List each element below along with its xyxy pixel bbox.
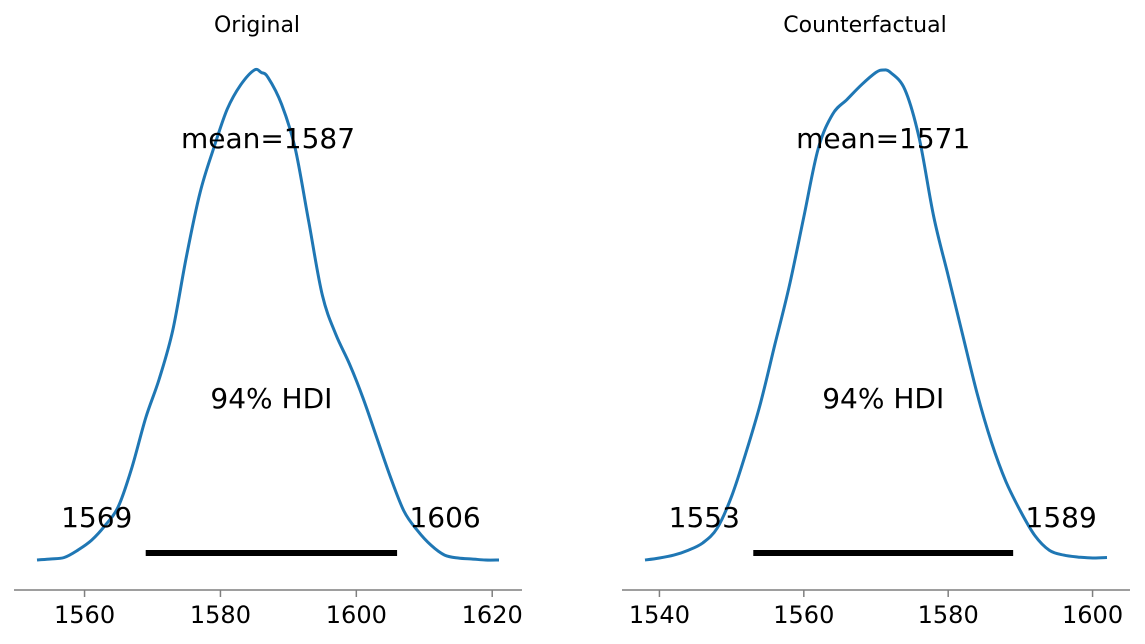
panel-counterfactual: Counterfactual mean=1571 94% HDI 1553 15…: [622, 13, 1130, 629]
hdi-low-label: 1569: [61, 501, 132, 534]
x-tick-label: 1560: [54, 601, 115, 629]
x-tick-label: 1560: [773, 601, 834, 629]
density-curve: [644, 68, 1108, 562]
hdi-label: 94% HDI: [210, 382, 332, 415]
hdi-high-label: 1589: [1026, 501, 1097, 534]
panel-original: Original mean=1587 94% HDI 1569 1606 156…: [14, 13, 523, 629]
hdi-label: 94% HDI: [822, 382, 944, 415]
density-curve: [36, 67, 500, 562]
hdi-low-label: 1553: [669, 501, 740, 534]
x-ticks: 1560 1580 1600 1620: [54, 590, 523, 629]
x-tick-label: 1620: [462, 601, 523, 629]
mean-label: mean=1571: [796, 122, 970, 155]
x-ticks: 1540 1560 1580 1600: [629, 590, 1123, 629]
x-tick-label: 1580: [918, 601, 979, 629]
panel-title: Counterfactual: [783, 13, 946, 38]
hdi-high-label: 1606: [409, 501, 480, 534]
mean-label: mean=1587: [181, 122, 355, 155]
x-tick-label: 1540: [629, 601, 690, 629]
x-tick-label: 1600: [326, 601, 387, 629]
x-tick-label: 1580: [190, 601, 251, 629]
x-tick-label: 1600: [1062, 601, 1123, 629]
panel-title: Original: [214, 13, 300, 38]
